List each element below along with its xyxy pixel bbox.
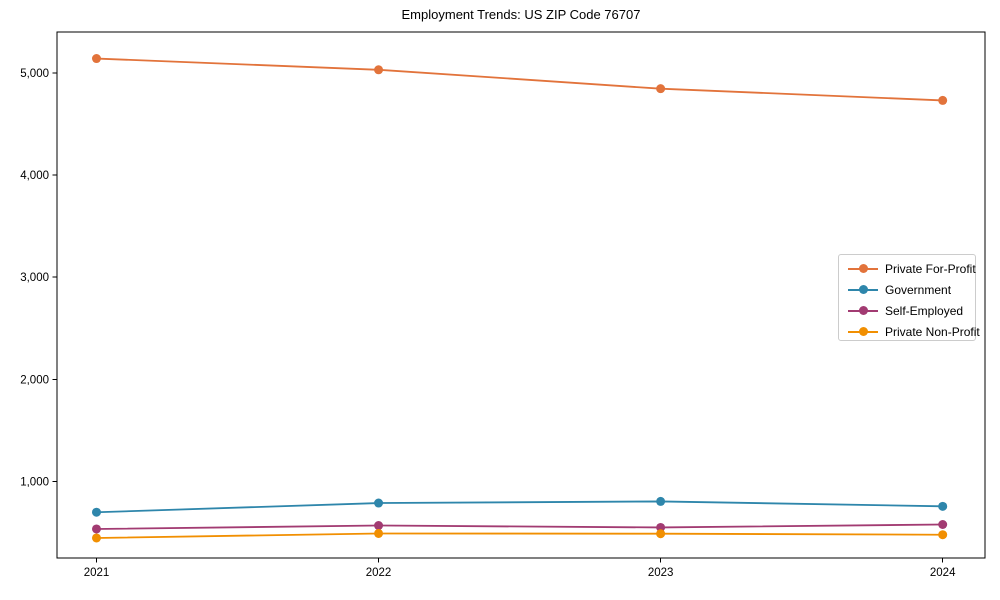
plot-border [56,31,986,559]
legend-label: Self-Employed [885,303,964,318]
x-tick-label: 2022 [366,567,392,579]
data-point [656,522,666,532]
legend: Private For-Profit Government Self-Emplo… [838,254,980,342]
data-point [938,519,948,529]
data-point [374,528,384,538]
x-tick-label: 2023 [648,567,674,579]
series-line-private-non-profit [96,532,943,539]
legend-item-government: Government [848,279,971,300]
legend-label: Private Non-Profit [885,324,980,339]
y-tick-label: 3,000 [20,272,49,284]
legend-marker-icon [848,264,878,273]
data-point [656,529,666,539]
legend-item-private-for-profit: Private For-Profit [848,258,976,279]
legend-label: Private For-Profit [885,261,976,276]
data-point [938,530,948,540]
y-tick-label: 1,000 [20,476,49,488]
data-point [656,84,666,94]
data-point [374,521,384,531]
legend-label: Government [885,282,952,297]
legend-item-self-employed: Self-Employed [848,300,971,321]
data-point [938,501,948,511]
y-tick-label: 4,000 [20,170,49,182]
data-point [91,54,101,64]
data-point [656,496,666,506]
data-point [91,524,101,534]
data-point [374,65,384,75]
y-tick-label: 2,000 [20,374,49,386]
legend-marker-icon [848,306,878,315]
x-tick-label: 2024 [930,567,956,579]
chart-title: Employment Trends: US ZIP Code 76707 [401,7,641,22]
series-line-self-employed [96,523,943,530]
series-line-government [96,500,943,514]
x-tick-label: 2021 [84,567,110,579]
data-point [91,533,101,543]
data-point [938,95,948,105]
data-point [91,507,101,517]
series-line-private-for-profit [96,57,943,102]
legend-item-private-non-profit: Private Non-Profit [848,321,980,342]
y-tick-label: 5,000 [20,68,49,80]
data-point [374,498,384,508]
legend-marker-icon [848,285,878,294]
legend-marker-icon [848,327,878,336]
